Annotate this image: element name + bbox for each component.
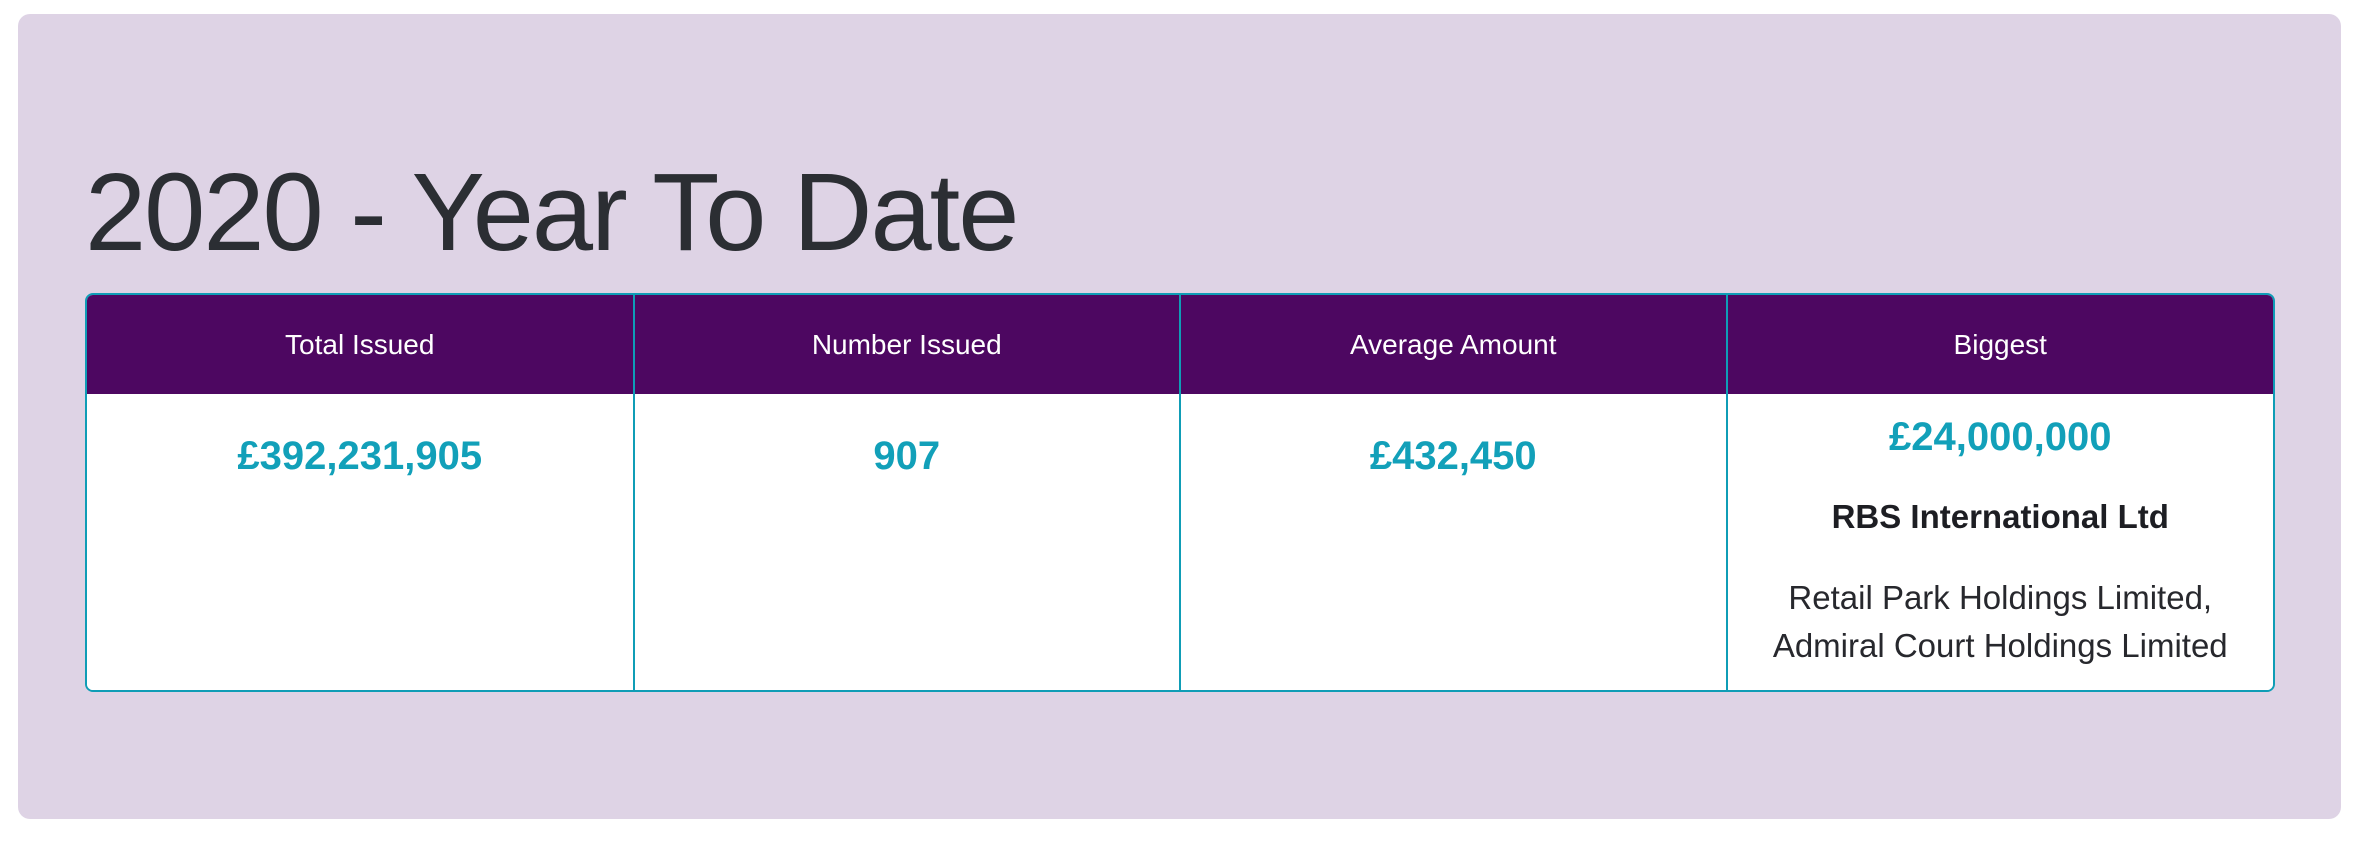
biggest-details: £24,000,000 RBS International Ltd Retail…: [1728, 394, 2274, 690]
column-header-biggest: Biggest: [1725, 295, 2273, 394]
number-issued-value: 907: [873, 434, 941, 478]
summary-table-body: £392,231,905 907 £432,450 £24,000,000 RB…: [87, 394, 2273, 690]
summary-table-grid: Total Issued Number Issued Average Amoun…: [87, 295, 2273, 690]
column-header-number-issued: Number Issued: [632, 295, 1180, 394]
cell-number-issued: 907: [632, 394, 1180, 690]
total-issued-value: £392,231,905: [237, 434, 483, 478]
average-amount-value: £432,450: [1369, 434, 1537, 478]
summary-table-header: Total Issued Number Issued Average Amoun…: [87, 295, 2273, 394]
year-summary-panel: 2020 - Year To Date Total Issued Number …: [18, 14, 2341, 819]
header-row: Total Issued Number Issued Average Amoun…: [87, 295, 2273, 394]
cell-total-issued: £392,231,905: [87, 394, 634, 690]
biggest-recipients-names: Retail Park Holdings Limited, Admiral Co…: [1772, 578, 2228, 664]
summary-table: Total Issued Number Issued Average Amoun…: [85, 293, 2275, 692]
column-header-total-issued: Total Issued: [87, 295, 634, 394]
biggest-amount-value: £24,000,000: [1889, 414, 2112, 459]
table-row: £392,231,905 907 £432,450 £24,000,000 RB…: [87, 394, 2273, 690]
biggest-issuer-name: RBS International Ltd: [1831, 497, 2169, 535]
cell-average-amount: £432,450: [1179, 394, 1727, 690]
column-header-average-amount: Average Amount: [1179, 295, 1727, 394]
cell-biggest: £24,000,000 RBS International Ltd Retail…: [1725, 394, 2274, 690]
page-title: 2020 - Year To Date: [85, 151, 1019, 274]
